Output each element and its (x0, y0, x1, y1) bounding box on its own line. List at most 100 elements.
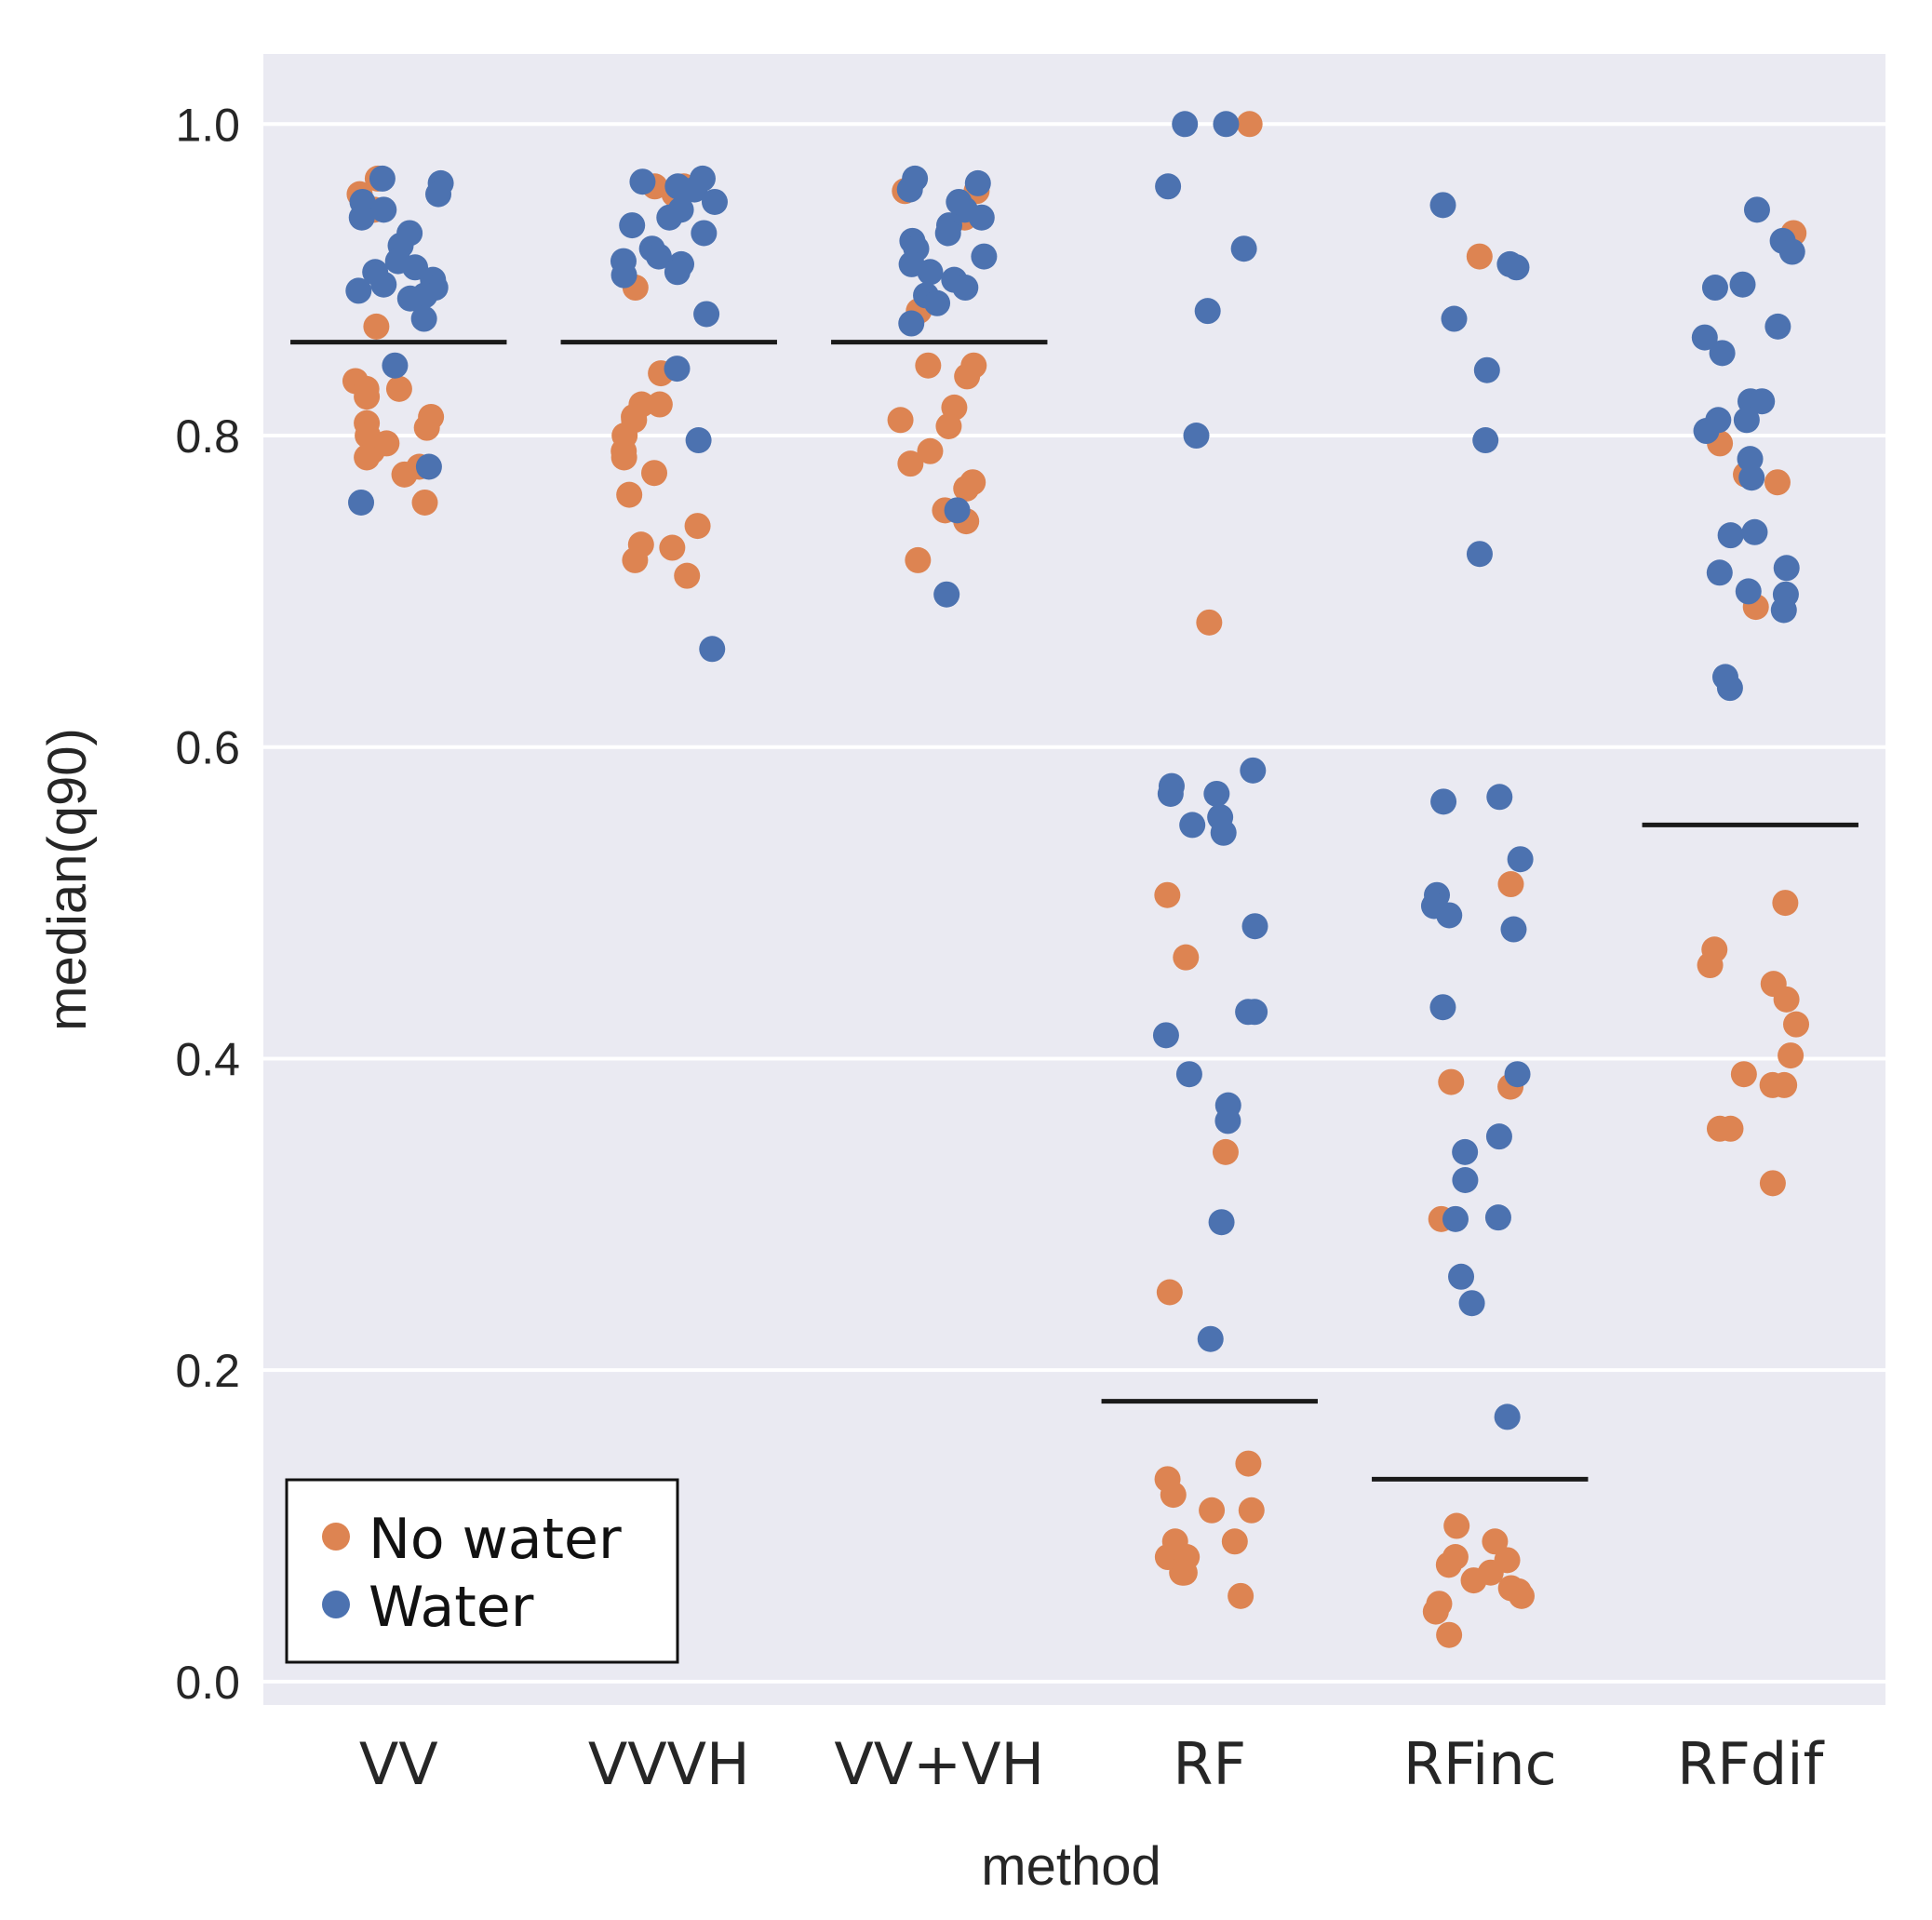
point-no-water (1238, 1497, 1265, 1524)
point-water (1214, 1108, 1241, 1135)
point-water (1441, 305, 1468, 332)
point-water (1778, 238, 1805, 265)
point-no-water (1196, 609, 1223, 636)
point-no-water (1482, 1528, 1509, 1555)
point-no-water (1466, 243, 1493, 270)
point-water (1729, 271, 1756, 298)
data-points (342, 111, 1810, 1648)
point-no-water (1221, 1528, 1248, 1555)
point-no-water (1199, 1497, 1226, 1524)
point-water (629, 168, 656, 195)
point-water (1693, 418, 1720, 445)
point-water (396, 285, 423, 312)
point-water (1709, 340, 1736, 367)
y-tick-label: 0.2 (175, 1345, 240, 1397)
point-water (1241, 913, 1268, 940)
point-water (1452, 1138, 1479, 1165)
point-no-water (363, 313, 390, 340)
point-no-water (953, 475, 980, 502)
point-water (1764, 313, 1791, 340)
gridlines (263, 122, 1885, 1684)
point-water (1194, 298, 1221, 325)
point-water (1494, 1403, 1521, 1430)
point-no-water (1778, 1042, 1805, 1069)
point-no-water (887, 407, 914, 434)
x-tick-label: VV (359, 1730, 438, 1798)
point-no-water (905, 546, 932, 573)
point-no-water (897, 450, 924, 477)
point-no-water (385, 375, 412, 402)
point-no-water (1443, 1512, 1470, 1539)
point-no-water (413, 414, 440, 441)
point-water (699, 636, 726, 663)
point-water (1155, 173, 1182, 200)
point-water (1179, 812, 1206, 839)
x-tick-label: RFinc (1403, 1730, 1557, 1798)
y-tick-label: 0.6 (175, 722, 240, 774)
point-water (1429, 192, 1456, 219)
point-no-water (1422, 1598, 1449, 1625)
point-no-water (674, 562, 701, 589)
point-water (1737, 446, 1764, 473)
point-water (1230, 235, 1257, 262)
point-water (898, 310, 925, 337)
point-water (952, 275, 979, 302)
x-tick-label: VVVH (588, 1730, 750, 1798)
point-water (1485, 1123, 1512, 1150)
point-water (964, 169, 991, 196)
legend-label-water: Water (369, 1575, 534, 1640)
point-water (1203, 780, 1230, 807)
point-no-water (622, 546, 649, 573)
point-water (1749, 388, 1776, 415)
point-water (1473, 356, 1500, 383)
point-water (1183, 423, 1210, 450)
point-no-water (935, 412, 962, 439)
x-tick-label: VV+VH (834, 1730, 1044, 1798)
point-water (685, 427, 712, 454)
point-no-water (1730, 1061, 1757, 1088)
point-no-water (1435, 1551, 1462, 1578)
point-no-water (1697, 952, 1724, 979)
point-no-water (1235, 1450, 1262, 1477)
point-water (1436, 902, 1463, 929)
point-no-water (1173, 944, 1200, 971)
point-water (933, 581, 960, 608)
point-no-water (616, 481, 643, 508)
legend-frame (285, 1478, 679, 1664)
point-water (1429, 994, 1456, 1021)
point-water (369, 165, 396, 192)
y-tick-label: 0.0 (175, 1657, 240, 1709)
point-water (1735, 578, 1762, 605)
point-water (1466, 541, 1493, 568)
point-water (370, 196, 397, 223)
point-water (348, 204, 375, 231)
point-no-water (1783, 1011, 1810, 1038)
point-water (1716, 675, 1743, 702)
point-water (1503, 254, 1530, 281)
x-tick-label: RF (1173, 1730, 1246, 1798)
legend: No water Water (285, 1478, 679, 1664)
point-water (1484, 1204, 1511, 1231)
point-water (1701, 275, 1728, 302)
point-no-water (1156, 1279, 1183, 1306)
point-water (1210, 819, 1237, 846)
point-no-water (1717, 1115, 1744, 1142)
plot-area (263, 54, 1885, 1705)
legend-label-no-water: No water (369, 1507, 622, 1572)
point-no-water (1771, 1071, 1798, 1098)
point-no-water (684, 513, 711, 540)
point-water (968, 204, 995, 231)
point-no-water (1438, 1068, 1465, 1095)
point-no-water (1160, 1482, 1187, 1509)
point-water (1442, 1205, 1469, 1232)
point-no-water (610, 444, 637, 471)
point-no-water (354, 444, 381, 471)
point-water (1172, 111, 1199, 138)
point-water (645, 243, 672, 270)
point-no-water (391, 461, 418, 488)
point-no-water (1460, 1567, 1487, 1594)
y-tick-labels: 0.0 0.2 0.4 0.6 0.8 1.0 (175, 99, 240, 1709)
point-water (1458, 1290, 1485, 1317)
point-water (1500, 916, 1527, 943)
point-no-water (646, 391, 673, 418)
